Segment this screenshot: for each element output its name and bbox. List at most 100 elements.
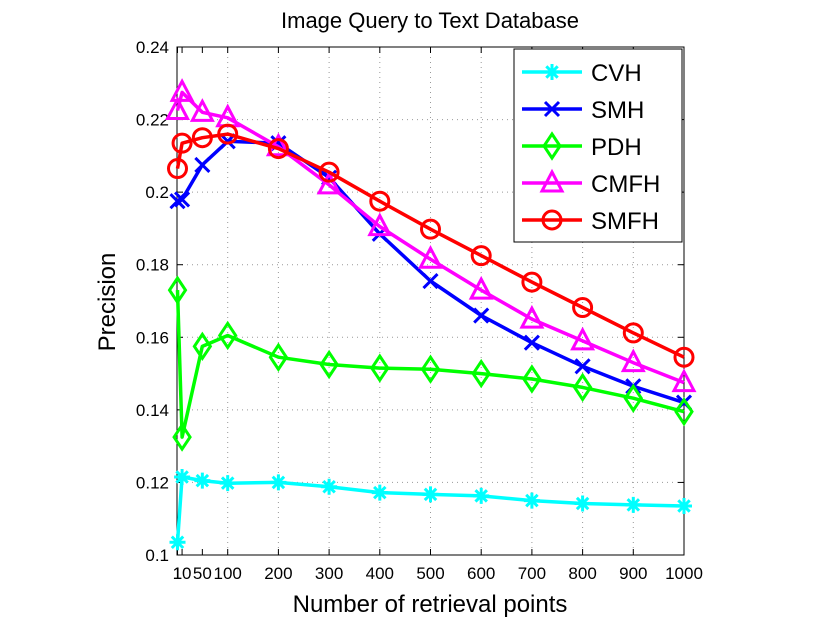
series-pdh <box>167 275 694 452</box>
data-point <box>167 158 189 180</box>
legend-label: SMH <box>591 97 644 124</box>
data-point <box>321 478 338 495</box>
y-tick-label: 0.12 <box>136 473 169 492</box>
series-line <box>175 132 685 359</box>
data-point <box>543 100 561 118</box>
data-point <box>369 353 390 383</box>
data-point <box>523 492 540 509</box>
legend-label: CVH <box>591 60 642 87</box>
data-point <box>572 297 594 319</box>
data-point <box>174 191 191 208</box>
y-tick-label: 0.1 <box>145 546 169 565</box>
y-tick-label: 0.2 <box>145 183 169 202</box>
x-tick-label: 400 <box>366 564 394 583</box>
data-point <box>574 358 591 375</box>
legend: CVH SMH PDH CMFH SMFH <box>513 48 683 243</box>
data-point <box>622 322 644 344</box>
data-point <box>169 193 186 210</box>
data-point <box>420 354 441 384</box>
data-point <box>318 161 340 183</box>
data-point <box>268 342 289 372</box>
series-line <box>175 290 685 439</box>
data-point <box>625 496 642 513</box>
x-tick-label: 600 <box>467 564 495 583</box>
x-tick-label: 200 <box>264 564 292 583</box>
y-tick-label: 0.22 <box>136 111 169 130</box>
x-tick-label: 100 <box>214 564 242 583</box>
data-point <box>189 98 215 122</box>
y-tick-label: 0.24 <box>136 38 169 57</box>
data-point <box>623 383 644 413</box>
series-group <box>165 78 697 551</box>
legend-label: PDH <box>591 134 642 161</box>
data-point <box>542 131 562 161</box>
data-point <box>676 498 692 515</box>
data-point <box>265 132 291 157</box>
chart-title: Image Query to Text Database <box>281 8 579 33</box>
x-axis: 110 50 100 200 300 400 500 600 700 800 900 1000 <box>173 47 703 583</box>
data-point <box>267 138 289 160</box>
legend-entry-pdh: PDH <box>522 131 642 161</box>
legend-entry-smh: SMH <box>522 97 644 124</box>
x-axis-label: Number of retrieval points <box>293 591 568 618</box>
data-point <box>570 326 596 351</box>
data-point <box>522 364 542 394</box>
data-point <box>539 168 565 193</box>
data-point <box>521 271 543 293</box>
y-tick-label: 0.14 <box>136 401 169 420</box>
data-point <box>544 64 560 80</box>
data-point <box>194 472 211 489</box>
series-smfh <box>167 123 695 368</box>
data-point <box>468 275 494 300</box>
series-cvh <box>169 468 692 551</box>
x-tick-label: 900 <box>619 564 647 583</box>
data-point <box>172 422 192 452</box>
data-point <box>674 396 694 427</box>
data-point <box>217 320 238 351</box>
data-point <box>169 534 186 551</box>
legend-label: CMFH <box>591 171 660 198</box>
data-point <box>171 132 193 154</box>
data-point <box>165 96 190 120</box>
data-point <box>422 272 439 290</box>
data-point <box>671 368 697 393</box>
data-point <box>174 468 191 485</box>
data-point <box>367 212 393 237</box>
data-point <box>217 123 239 145</box>
data-point <box>270 474 287 491</box>
data-point <box>541 209 563 231</box>
data-point <box>194 156 211 173</box>
legend-entry-smfh: SMFH <box>522 208 659 235</box>
data-point <box>471 358 492 389</box>
x-tick-label: 500 <box>416 564 444 583</box>
legend-entry-cvh: CVH <box>522 60 642 87</box>
data-point <box>167 275 188 305</box>
data-point <box>519 304 545 329</box>
data-point <box>572 372 593 403</box>
data-point <box>192 331 213 362</box>
data-point <box>473 487 490 504</box>
series-line <box>175 90 685 385</box>
data-point <box>371 484 388 501</box>
legend-label: SMFH <box>591 208 659 235</box>
x-tick-label: 10 <box>173 564 192 583</box>
data-point <box>418 245 443 269</box>
x-tick-label: 700 <box>518 564 546 583</box>
data-point <box>369 190 391 212</box>
y-axis-label: Precision <box>94 253 121 352</box>
x-tick-label: 800 <box>568 564 596 583</box>
data-point <box>470 245 492 267</box>
data-point <box>219 475 236 492</box>
data-point <box>620 348 646 373</box>
legend-entry-cmfh: CMFH <box>522 168 660 198</box>
data-point <box>422 486 439 503</box>
data-point <box>523 334 540 351</box>
x-tick-label: 1 <box>173 564 182 583</box>
x-tick-label: 50 <box>193 564 212 583</box>
data-point <box>316 170 342 195</box>
data-point <box>673 346 695 368</box>
y-tick-label: 0.18 <box>136 256 169 275</box>
data-point <box>574 495 591 512</box>
data-point <box>169 78 195 102</box>
data-point <box>191 127 213 149</box>
